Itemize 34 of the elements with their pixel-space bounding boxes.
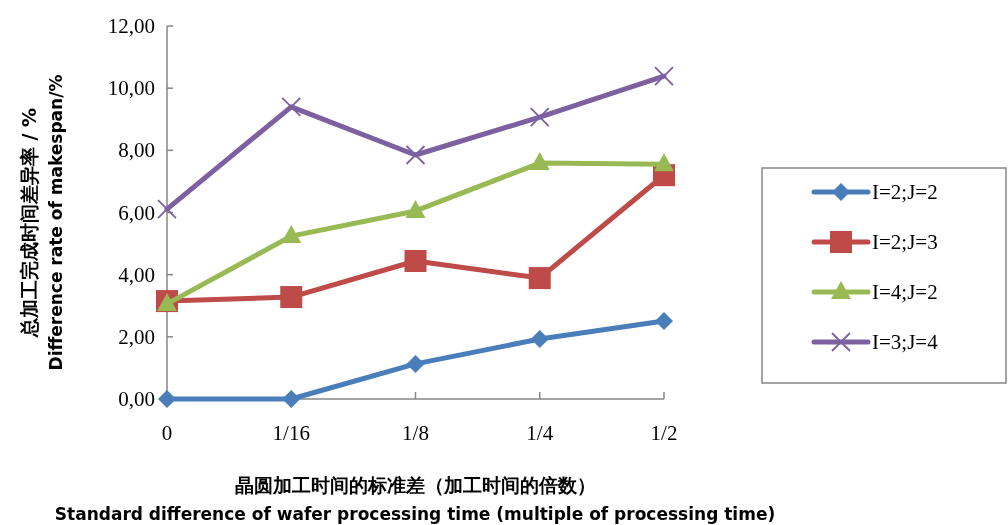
y-tick-label: 4,00	[118, 262, 155, 287]
y-tick-label: 2,00	[118, 324, 155, 349]
x-tick-label: 1/8	[402, 421, 429, 445]
point	[529, 107, 550, 127]
point	[406, 354, 425, 373]
point	[158, 390, 176, 408]
x-tick-label: 0	[161, 421, 173, 445]
point	[157, 199, 177, 219]
legend-label: I=4;J=2	[872, 280, 938, 304]
point	[280, 286, 303, 309]
legend-label: I=2;J=2	[872, 180, 938, 204]
x-tick-label: 1/2	[650, 421, 678, 445]
point	[654, 66, 674, 86]
point	[530, 330, 549, 349]
point	[528, 267, 551, 290]
x-tick-label: 1/16	[272, 421, 310, 445]
legend-label: I=3;J=4	[872, 330, 939, 354]
point	[281, 96, 302, 117]
y-tick-label: 10,00	[107, 76, 155, 101]
point	[655, 311, 673, 330]
y-tick-label: 6,00	[118, 200, 155, 225]
legend-label: I=2;J=3	[872, 230, 938, 254]
point	[529, 152, 550, 171]
point	[404, 249, 427, 272]
point	[405, 145, 426, 165]
y-tick-label: 8,00	[118, 138, 155, 163]
y-tick-label: 0,00	[118, 387, 155, 411]
point	[282, 390, 301, 408]
x-axis-title: 晶圆加工时间的标准差（加工时间的倍数） Standard difference of wafer processing time (multiple of processing time)	[54, 474, 776, 524]
point	[281, 225, 302, 244]
y-tick-label: 12,00	[107, 14, 155, 38]
y-axis-title: 总加工完成时间差异率 / % Difference rate of makespan/%	[18, 74, 66, 371]
point	[654, 153, 674, 172]
x-tick-label: 1/4	[526, 421, 554, 445]
